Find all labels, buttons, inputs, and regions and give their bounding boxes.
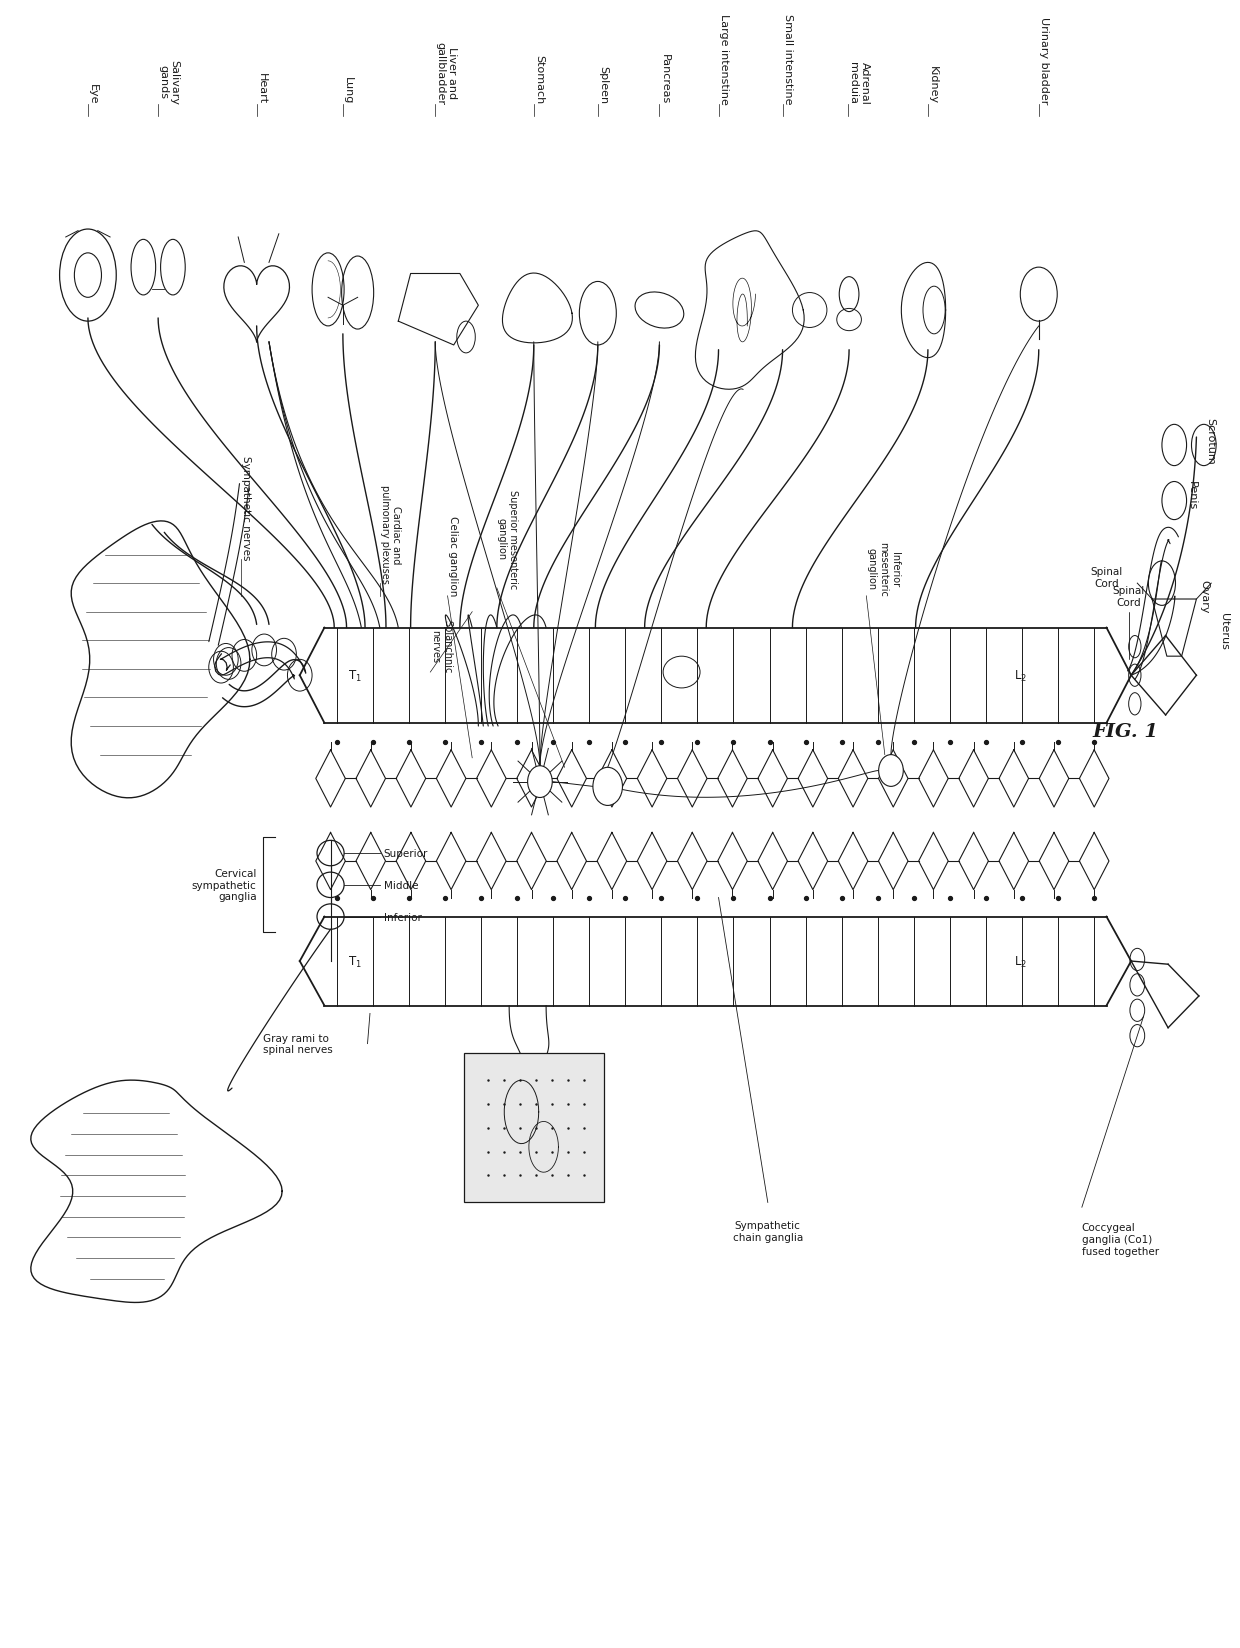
FancyBboxPatch shape: [464, 1053, 604, 1203]
Text: Uterus: Uterus: [1219, 613, 1229, 649]
Text: Penis: Penis: [1187, 480, 1197, 509]
Text: FIG. 1: FIG. 1: [1092, 722, 1158, 740]
Text: Celiac ganglion: Celiac ganglion: [448, 516, 458, 597]
Circle shape: [879, 755, 903, 786]
Text: Pancreas: Pancreas: [660, 54, 670, 104]
Text: Gray rami to
spinal nerves: Gray rami to spinal nerves: [263, 1033, 332, 1055]
Text: T$_1$: T$_1$: [348, 669, 362, 684]
Text: Spinal
Cord: Spinal Cord: [1090, 567, 1122, 588]
Text: Stomach: Stomach: [533, 56, 544, 104]
Text: Salivary
gands: Salivary gands: [159, 59, 180, 104]
Text: Heart: Heart: [257, 74, 267, 104]
Text: Inferior: Inferior: [383, 911, 422, 921]
Text: Small intenstine: Small intenstine: [782, 15, 792, 104]
Text: Spinal
Cord: Spinal Cord: [1112, 585, 1145, 606]
Text: Lung: Lung: [343, 77, 353, 104]
Circle shape: [528, 766, 552, 798]
Text: L$_2$: L$_2$: [1014, 954, 1027, 969]
Text: Urinary bladder: Urinary bladder: [1039, 16, 1049, 104]
Text: Middle: Middle: [383, 880, 418, 890]
Text: Superior mesenteric
ganglion: Superior mesenteric ganglion: [497, 489, 518, 588]
Text: Sympathetic nerves: Sympathetic nerves: [241, 455, 250, 560]
Text: Cardiac and
pulmonary plexuses: Cardiac and pulmonary plexuses: [379, 485, 402, 583]
Text: Adrenal
meduia: Adrenal meduia: [848, 61, 869, 104]
Circle shape: [593, 768, 622, 806]
Text: Spleen: Spleen: [598, 66, 608, 104]
Text: Kidney: Kidney: [928, 66, 937, 104]
Text: Splanchnic
nerves: Splanchnic nerves: [430, 620, 451, 672]
Text: Scrotum: Scrotum: [1205, 417, 1215, 465]
Text: Coccygeal
ganglia (Co1)
fused together: Coccygeal ganglia (Co1) fused together: [1081, 1223, 1159, 1256]
Text: Superior: Superior: [383, 849, 428, 859]
Text: Large intenstine: Large intenstine: [718, 13, 729, 104]
Text: Cervical
sympathetic
ganglia: Cervical sympathetic ganglia: [192, 868, 257, 901]
Text: T$_1$: T$_1$: [348, 954, 362, 969]
Text: Inferior
mesenteric
ganglion: Inferior mesenteric ganglion: [867, 542, 899, 597]
Text: L$_2$: L$_2$: [1014, 669, 1027, 684]
Text: Ovary: Ovary: [1199, 580, 1209, 613]
Text: Eye: Eye: [88, 84, 98, 104]
Text: Sympathetic
chain ganglia: Sympathetic chain ganglia: [733, 1221, 804, 1243]
Text: Liver and
gallbladder: Liver and gallbladder: [435, 41, 456, 104]
